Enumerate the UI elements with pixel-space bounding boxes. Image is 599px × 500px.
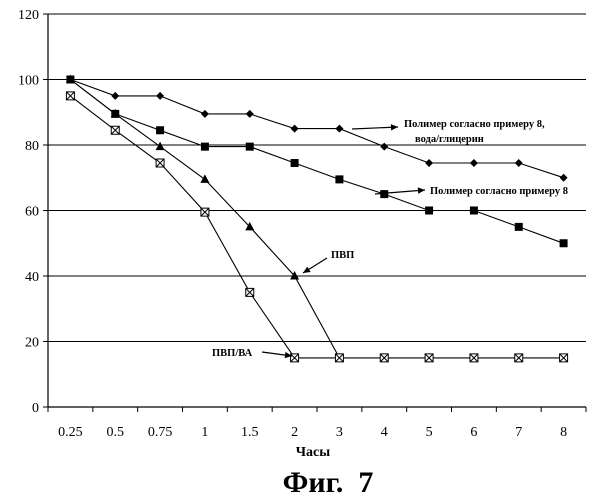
data-point-series-1 <box>515 159 523 167</box>
y-tick-label: 120 <box>18 8 39 23</box>
series-line-2 <box>70 80 563 244</box>
annotation-label-series-3: ПВП <box>331 250 354 261</box>
annotation-arrow-series-2-head <box>418 187 425 193</box>
data-point-series-1 <box>335 125 343 133</box>
annotation-arrow-series-1-head <box>391 124 398 130</box>
data-point-series-2 <box>515 223 523 231</box>
data-point-series-1 <box>201 110 209 118</box>
x-tick-label: 6 <box>470 425 477 440</box>
data-point-series-2 <box>246 143 254 151</box>
gridlines <box>48 14 586 342</box>
data-point-series-4 <box>291 354 299 362</box>
series-markers <box>66 75 568 362</box>
x-tick-label: 1 <box>201 425 208 440</box>
data-point-series-4 <box>246 288 254 296</box>
annotation-label-series-2: Полимер согласно примеру 8 <box>430 186 568 197</box>
x-tick-label: 3 <box>336 425 343 440</box>
annotations: Полимер согласно примеру 8, вода/глицерин… <box>212 119 568 359</box>
data-point-series-4 <box>201 208 209 216</box>
data-point-series-1 <box>291 125 299 133</box>
annotation-label-series-1: Полимер согласно примеру 8, <box>404 119 545 130</box>
data-point-series-2 <box>470 207 478 215</box>
data-point-series-4 <box>560 354 568 362</box>
y-tick-label: 80 <box>25 139 39 154</box>
series-line-3 <box>70 80 339 358</box>
annotation-label-series-4: ПВП/ВА <box>212 348 253 359</box>
data-point-series-1 <box>560 174 568 182</box>
y-tick-label: 0 <box>32 401 39 416</box>
data-point-series-1 <box>156 92 164 100</box>
data-point-series-4 <box>380 354 388 362</box>
y-tick-label: 60 <box>25 205 39 220</box>
data-point-series-2 <box>156 126 164 134</box>
x-tick-label: 4 <box>381 425 388 440</box>
y-tick-label: 40 <box>25 270 39 285</box>
data-point-series-1 <box>470 159 478 167</box>
annotation-label-series-1-line2: вода/глицерин <box>415 134 484 145</box>
y-tick-label: 100 <box>18 74 39 89</box>
x-tick-label: 0.25 <box>58 425 83 440</box>
data-point-series-4 <box>425 354 433 362</box>
y-tick-labels: 0 20 40 60 80 100 120 <box>18 8 39 416</box>
data-point-series-2 <box>335 175 343 183</box>
data-point-series-3 <box>156 142 165 151</box>
x-tick-label: 0.75 <box>148 425 173 440</box>
annotation-arrow-series-3-head <box>303 267 311 273</box>
data-point-series-4 <box>470 354 478 362</box>
data-point-series-2 <box>560 239 568 247</box>
x-tick-label: 5 <box>426 425 433 440</box>
data-point-series-4 <box>111 126 119 134</box>
x-axis-title: Часы <box>296 445 330 460</box>
x-tick-label: 7 <box>515 425 522 440</box>
y-tick-label: 20 <box>25 336 39 351</box>
x-tick-label: 1.5 <box>241 425 259 440</box>
axes <box>43 14 586 412</box>
data-point-series-4 <box>335 354 343 362</box>
data-point-series-1 <box>246 110 254 118</box>
data-point-series-2 <box>291 159 299 167</box>
figure-caption: Фиг. 7 <box>283 466 374 499</box>
x-tick-labels: 0.25 0.5 0.75 1 1.5 2 3 4 5 6 7 8 <box>58 425 567 440</box>
data-point-series-1 <box>425 159 433 167</box>
data-point-series-2 <box>201 143 209 151</box>
data-point-series-2 <box>380 190 388 198</box>
data-point-series-4 <box>156 159 164 167</box>
x-tick-label: 2 <box>291 425 298 440</box>
x-tick-label: 8 <box>560 425 567 440</box>
data-point-series-4 <box>66 92 74 100</box>
data-point-series-1 <box>111 92 119 100</box>
data-point-series-4 <box>515 354 523 362</box>
data-point-series-3 <box>200 174 209 183</box>
x-tick-label: 0.5 <box>107 425 125 440</box>
data-point-series-2 <box>425 207 433 215</box>
data-point-series-1 <box>380 143 388 151</box>
